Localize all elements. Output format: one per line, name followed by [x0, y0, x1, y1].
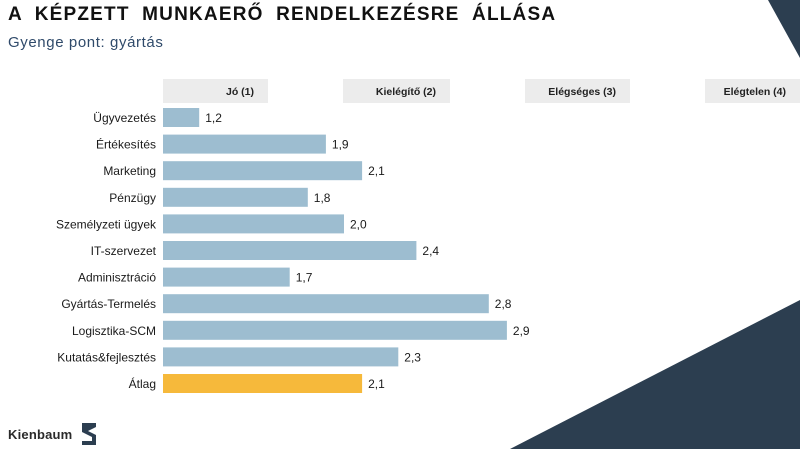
- scale-label: Elégséges (3): [548, 86, 616, 98]
- page-title: A KÉPZETT MUNKAERŐ RENDELKEZÉSRE ÁLLÁSA: [8, 4, 557, 25]
- value-label: 1,2: [205, 111, 222, 125]
- bar: [163, 241, 417, 260]
- value-label: 2,3: [404, 350, 421, 364]
- category-label: Értékesítés: [96, 137, 156, 152]
- page-subtitle: Gyenge pont: gyártás: [8, 34, 164, 51]
- value-label: 2,8: [495, 297, 512, 311]
- bar: [163, 267, 290, 287]
- scale-band: [525, 79, 630, 103]
- bar: [163, 347, 399, 367]
- kienbaum-mark-icon: [82, 423, 97, 445]
- scale-label: Jó (1): [226, 86, 254, 98]
- category-label: Ügyvezetés: [93, 111, 156, 125]
- scale-band: [705, 79, 800, 103]
- value-label: 2,9: [513, 324, 530, 338]
- category-label: Logisztika-SCM: [72, 324, 156, 338]
- value-label: 2,0: [350, 217, 367, 231]
- category-label: Átlag: [129, 376, 156, 391]
- scale-label: Kielégítő (2): [376, 86, 436, 98]
- category-label: Adminisztráció: [78, 271, 156, 285]
- category-label: Pénzügy: [109, 191, 156, 205]
- value-label: 1,9: [332, 138, 349, 152]
- value-label: 1,7: [296, 271, 313, 285]
- category-label: IT-szervezet: [91, 244, 157, 258]
- value-label: 2,4: [422, 244, 439, 258]
- category-label: Személyzeti ügyek: [56, 217, 157, 231]
- bar: [163, 294, 489, 314]
- bar: [163, 108, 200, 127]
- value-label: 2,1: [368, 377, 385, 391]
- bar: [163, 187, 308, 207]
- scale-band: [343, 79, 450, 103]
- bar: [163, 161, 363, 181]
- category-label: Marketing: [103, 164, 156, 178]
- brand-name: Kienbaum: [8, 426, 73, 442]
- scale-band: [163, 79, 268, 103]
- scale-label: Elégtelen (4): [724, 86, 786, 98]
- bar: [163, 134, 326, 154]
- average-bar: [163, 374, 363, 393]
- value-label: 2,1: [368, 164, 385, 178]
- category-label: Kutatás&fejlesztés: [57, 350, 156, 364]
- bar: [163, 320, 507, 340]
- category-label: Gyártás-Termelés: [61, 297, 156, 311]
- bar: [163, 214, 344, 234]
- value-label: 1,8: [314, 191, 331, 205]
- kienbaum-logo: Kienbaum: [8, 423, 98, 445]
